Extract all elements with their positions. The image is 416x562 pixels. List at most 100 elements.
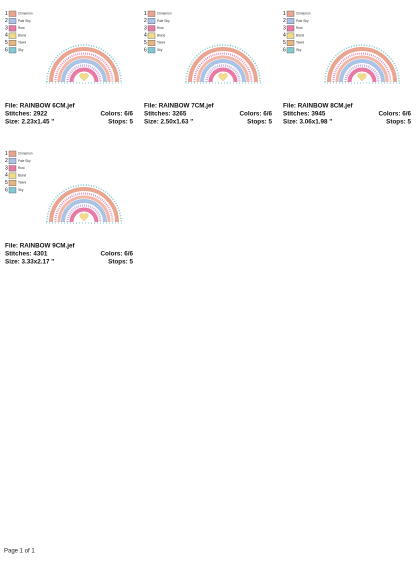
rainbow-band xyxy=(61,199,107,223)
file-name: File: RAINBOW 8CM.jef xyxy=(283,103,354,110)
legend-name: Sky xyxy=(18,188,24,192)
size: Size: 3.33x2.17 " xyxy=(5,259,54,266)
legend-swatch xyxy=(147,32,156,39)
colors: Colors: 6/6 xyxy=(100,111,133,118)
stops: Stops: 5 xyxy=(247,119,272,126)
legend-name: Sky xyxy=(157,48,163,52)
file-name: File: RAINBOW 7CM.jef xyxy=(144,103,215,110)
legend-number: 4 xyxy=(283,33,286,39)
colors: Colors: 6/6 xyxy=(100,251,133,258)
rainbow-band xyxy=(193,52,253,83)
design-card: 1 Cinnamon 2 Pale Sky 3 Rust 4 Blond 5 Tawni 6 Sky F… xyxy=(283,10,411,126)
legend-name: Rust xyxy=(18,166,25,170)
rainbow-band xyxy=(49,187,119,223)
legend-swatch xyxy=(8,158,17,165)
rainbow-band xyxy=(196,55,250,83)
file-name: File: RAINBOW 9CM.jef xyxy=(5,243,76,250)
rainbow-band xyxy=(339,59,385,83)
rainbow-band xyxy=(200,59,246,83)
size: Size: 2.23x1.45 " xyxy=(5,119,54,126)
legend-swatch xyxy=(286,40,295,46)
legend-swatch xyxy=(286,25,295,32)
legend-number: 5 xyxy=(283,40,286,46)
legend-swatch xyxy=(8,187,17,194)
legend-number: 4 xyxy=(5,33,8,39)
design-card: 1 Cinnamon 2 Pale Sky 3 Rust 4 Blond 5 Tawni 6 Sky F… xyxy=(144,10,272,126)
legend-swatch xyxy=(8,32,17,39)
size: Size: 3.06x1.98 " xyxy=(283,119,332,126)
legend-number: 1 xyxy=(5,151,8,157)
legend-name: Rust xyxy=(18,26,25,30)
legend-name: Blond xyxy=(18,173,26,177)
legend-number: 5 xyxy=(144,40,147,46)
legend-number: 2 xyxy=(144,18,147,24)
rainbow-band xyxy=(332,52,392,83)
legend-swatch xyxy=(8,10,17,17)
rainbow-band xyxy=(324,44,400,83)
rainbow-band xyxy=(344,64,380,83)
legend-swatch xyxy=(8,172,17,179)
legend-number: 3 xyxy=(5,25,8,31)
legend-number: 6 xyxy=(283,47,286,53)
legend-number: 3 xyxy=(283,25,286,31)
heart xyxy=(357,73,367,82)
legend-name: Blond xyxy=(296,33,304,37)
stitches: Stitches: 3945 xyxy=(283,111,326,118)
legend-name: Sky xyxy=(296,48,302,52)
legend-swatch xyxy=(8,165,17,172)
legend-name: Tawni xyxy=(157,41,165,45)
rainbow-band xyxy=(54,52,114,83)
rainbow-band xyxy=(327,47,397,83)
legend-number: 6 xyxy=(144,47,147,53)
legend-name: Blond xyxy=(18,33,26,37)
file-name: File: RAINBOW 6CM.jef xyxy=(5,103,76,110)
legend-number: 5 xyxy=(5,180,8,186)
legend-name: Pale Sky xyxy=(296,19,309,23)
rainbow-band xyxy=(347,67,377,83)
legend-name: Blond xyxy=(157,33,165,37)
stitches: Stitches: 3265 xyxy=(144,111,187,118)
legend-name: Cinnamon xyxy=(18,12,33,16)
legend-name: Tawni xyxy=(18,181,26,185)
rainbow-band xyxy=(69,207,99,223)
legend-name: Pale Sky xyxy=(18,159,31,163)
legend-number: 2 xyxy=(283,18,286,24)
legend-name: Rust xyxy=(296,26,303,30)
rainbow-band xyxy=(185,44,261,83)
legend-swatch xyxy=(147,25,156,32)
rainbow-band xyxy=(188,47,258,83)
legend-swatch xyxy=(286,32,295,39)
heart xyxy=(218,73,228,82)
legend-number: 6 xyxy=(5,187,8,193)
legend-number: 2 xyxy=(5,18,8,24)
rainbow-band xyxy=(46,44,122,83)
rainbow-band xyxy=(49,47,119,83)
footer: Page 1 of 1 xyxy=(4,549,35,555)
heart xyxy=(79,73,89,82)
rainbow-band xyxy=(208,67,238,83)
legend-name: Pale Sky xyxy=(18,19,31,23)
rainbow-band xyxy=(335,55,389,83)
rainbow-band xyxy=(57,195,111,223)
colors: Colors: 6/6 xyxy=(239,111,272,118)
rainbow-band xyxy=(61,59,107,83)
legend-name: Cinnamon xyxy=(296,12,311,16)
rainbow-band xyxy=(66,64,102,83)
legend-name: Cinnamon xyxy=(18,152,33,156)
legend-swatch xyxy=(147,47,156,54)
legend-swatch xyxy=(8,150,17,157)
legend-swatch xyxy=(286,47,295,54)
legend-name: Cinnamon xyxy=(157,12,172,16)
legend-swatch xyxy=(8,179,17,186)
legend-name: Rust xyxy=(157,26,164,30)
legend-swatch xyxy=(147,40,156,46)
legend-name: Sky xyxy=(18,48,24,52)
legend-number: 3 xyxy=(144,25,147,31)
rainbow-band xyxy=(205,64,241,83)
legend-swatch xyxy=(286,18,295,24)
rainbow-band xyxy=(57,55,111,83)
legend-number: 1 xyxy=(283,11,286,17)
rainbow-band xyxy=(66,204,102,223)
legend-name: Pale Sky xyxy=(157,19,170,23)
legend-name: Tawni xyxy=(296,41,304,45)
